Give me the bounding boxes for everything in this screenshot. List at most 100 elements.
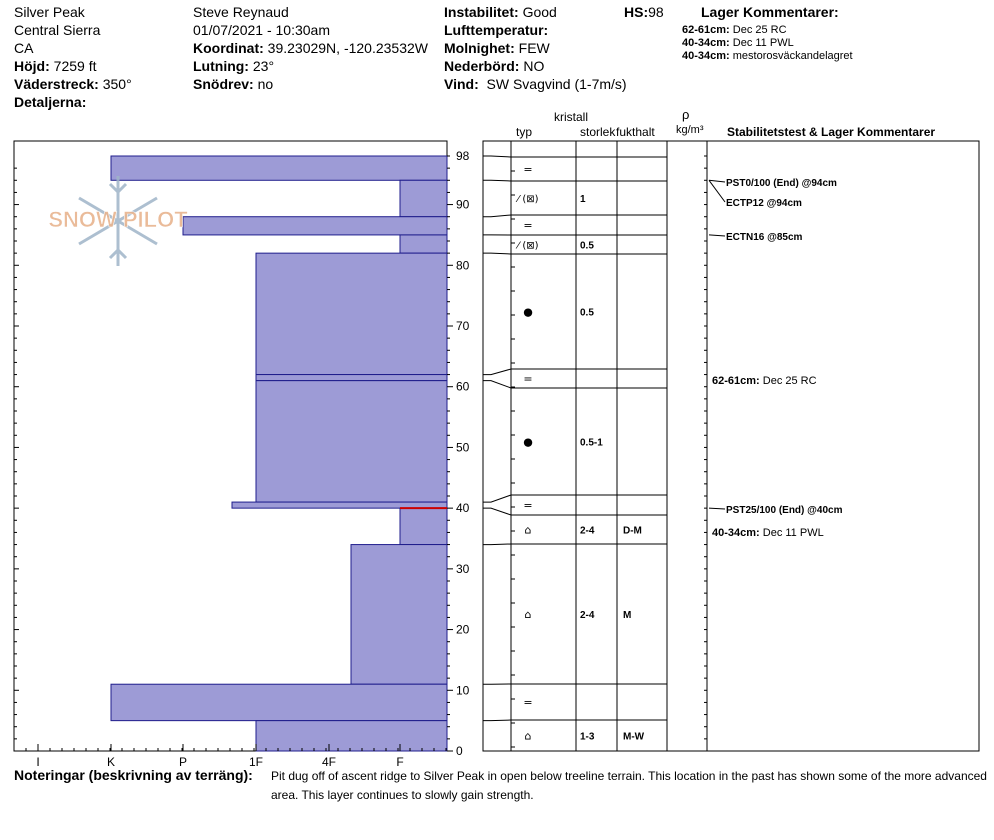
layer-bar-5	[255, 374, 448, 382]
depth-tick-label: 0	[456, 744, 463, 758]
state: CA	[14, 40, 34, 56]
layer-bar-2	[182, 216, 448, 236]
depth-tick-label: 50	[456, 440, 470, 454]
details-label: Detaljerna:	[14, 94, 87, 110]
layer-bar-6	[255, 380, 448, 503]
sky-cover: Molnighet: FEW	[444, 40, 550, 56]
coordinates: Koordinat: 39.23029N, -120.23532W	[193, 40, 428, 56]
logo-text: SNOW PILOT	[48, 207, 188, 232]
depth-tick-label: 80	[456, 258, 470, 272]
crystal-type-symbol: =	[523, 163, 532, 176]
hardness-tick-label: F	[396, 755, 403, 769]
moisture-value: M-W	[623, 732, 645, 743]
depth-tick-label: 10	[456, 683, 470, 697]
location: Silver Peak	[14, 4, 85, 20]
elevation: Höjd: 7259 ft	[14, 58, 97, 74]
table-frame	[482, 140, 980, 752]
layer-comment-2: 40-34cm: Dec 11 PWL	[682, 37, 794, 49]
snow-height: HS:98	[624, 4, 664, 20]
layer-comment-3: 40-34cm: mestorosväckandelagret	[682, 50, 853, 62]
row-connector	[483, 179, 512, 182]
row-connector	[483, 380, 512, 389]
datetime: 01/07/2021 - 10:30am	[193, 22, 330, 38]
crystal-type-symbol: =	[523, 499, 532, 512]
depth-tick-label: 30	[456, 562, 470, 576]
observer: Steve Reynaud	[193, 4, 289, 20]
instability: Instabilitet: Good	[444, 4, 557, 20]
notes-label: Noteringar (beskrivning av terräng):	[14, 767, 253, 783]
crystal-size: 2-4	[580, 610, 595, 621]
crystal-size: 0.5	[580, 241, 594, 252]
hardness-tick-label: 1F	[249, 755, 263, 769]
layer-bar-1	[399, 179, 448, 218]
slope: Lutning: 23°	[193, 58, 275, 74]
test-arrow	[708, 234, 726, 237]
crystal-size: 1-3	[580, 732, 595, 743]
test-arrow	[708, 179, 726, 183]
crystal-type-symbol: ⌂	[525, 730, 532, 743]
layer-bar-7	[231, 501, 448, 509]
moisture-value: M	[623, 610, 631, 621]
range: Central Sierra	[14, 22, 101, 38]
crystal-size: 0.5-1	[580, 438, 603, 449]
layer-bar-0	[110, 155, 448, 181]
notes-line-2: area. This layer continues to slowly gai…	[271, 788, 534, 802]
crystal-type-symbol: ⌂	[525, 608, 532, 621]
layer-bar-11	[255, 720, 448, 752]
hardness-tick-label: 4F	[322, 755, 336, 769]
row-connector	[483, 494, 512, 503]
layer-bar-8	[399, 507, 448, 546]
col-density-unit: kg/m³	[676, 124, 704, 136]
wind: Vind: SW Svagvind (1-7m/s)	[444, 76, 627, 92]
crystal-size: 2-4	[580, 526, 595, 537]
depth-tick-label: 40	[456, 501, 470, 515]
crystal-type-symbol: =	[523, 373, 532, 386]
col-moisture: fukthalt	[616, 125, 655, 139]
col-stability: Stabilitetstest & Lager Kommentarer	[727, 125, 936, 139]
hardness-tick-label: K	[107, 755, 115, 769]
col-type: typ	[516, 125, 533, 139]
crystal-type-symbol: =	[523, 696, 532, 709]
col-size: storlek	[580, 125, 616, 139]
precipitation: Nederbörd: NO	[444, 58, 545, 74]
col-rho: ρ	[682, 107, 690, 122]
layer-comments-title: Lager Kommentarer:	[701, 4, 839, 20]
crystal-type-symbol: =	[523, 219, 532, 232]
row-connector	[483, 214, 512, 218]
row-connector	[483, 252, 512, 255]
crystal-type-symbol: ⁄ (⊠)	[515, 194, 538, 205]
row-connector	[483, 507, 512, 516]
test-arrow	[708, 179, 726, 203]
crystal-type-symbol: ●	[523, 306, 533, 319]
stability-test: ECTP12 @94cm	[726, 198, 802, 209]
notes-line-1: Pit dug off of ascent ridge to Silver Pe…	[271, 769, 987, 783]
layer-note: 40-34cm: Dec 11 PWL	[712, 527, 824, 539]
crystal-size: 1	[580, 194, 586, 205]
layer-note: 62-61cm: Dec 25 RC	[712, 375, 817, 387]
depth-tick-label: 90	[456, 198, 470, 212]
layer-comment-1: 62-61cm: Dec 25 RC	[682, 24, 787, 36]
row-connector	[483, 155, 512, 158]
layer-bar-9	[350, 544, 448, 685]
wind-loading: Snödrev: no	[193, 76, 274, 92]
aspect: Väderstreck: 350°	[14, 76, 132, 92]
snowpilot-logo: SNOW PILOT	[48, 176, 189, 266]
layer-bar-3	[399, 234, 448, 254]
layer-bar-10	[110, 683, 448, 722]
depth-tick-label: 98	[456, 149, 470, 163]
test-arrow	[708, 507, 726, 510]
crystal-type-symbol: ●	[523, 436, 533, 449]
depth-tick-label: 20	[456, 623, 470, 637]
air-temperature-label: Lufttemperatur:	[444, 22, 549, 38]
crystal-type-symbol: ⁄ (⊠)	[515, 241, 538, 252]
crystal-size: 0.5	[580, 308, 594, 319]
depth-tick-label: 70	[456, 319, 470, 333]
row-connector	[483, 719, 512, 722]
stability-test: PST25/100 (End) @40cm	[726, 505, 843, 516]
moisture-value: D-M	[623, 526, 642, 537]
crystal-type-symbol: ⌂	[525, 524, 532, 537]
depth-tick-label: 60	[456, 380, 470, 394]
layer-bar-4	[255, 252, 448, 376]
stability-test: ECTN16 @85cm	[726, 232, 803, 243]
